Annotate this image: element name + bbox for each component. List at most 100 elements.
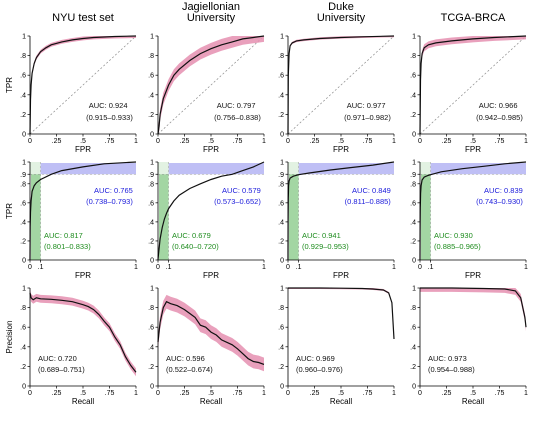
x-axis-label: Recall [72,397,94,406]
y-tick-label: .2 [410,112,416,119]
high-specificity-region [430,163,526,175]
auc-value-high-sensitivity: AUC: 0.817 [44,231,83,240]
y-tick-label: .8 [278,181,284,188]
zoom-corner-region [30,162,41,175]
y-tick-label: .8 [278,305,284,312]
x-axis-label: Recall [200,397,222,406]
x-axis-label: FPR [333,145,349,154]
auc-ci-high-specificity: (0.811–0.885) [345,197,392,206]
x-tick-label: .1 [166,264,172,271]
y-tick-label: 1 [150,286,154,293]
y-tick-label: 1 [412,286,416,293]
x-tick-label: .5 [470,138,476,145]
y-axis-label: TPR [5,203,14,219]
chance-diagonal [419,35,527,135]
auc-value: AUC: 0.797 [217,101,256,110]
y-tick-label: .6 [148,325,154,332]
y-tick-label: .6 [20,200,26,207]
y-tick-label: .2 [20,364,26,371]
x-tick-label: .1 [428,264,434,271]
x-tick-label: .75 [363,390,373,397]
auc-value: AUC: 0.973 [428,354,467,363]
x-tick-label: 0 [28,390,32,397]
chance-diagonal [29,35,137,135]
y-tick-label: .6 [278,73,284,80]
x-axis-label: FPR [203,271,219,280]
y-tick-label: .4 [278,219,284,226]
confidence-band [158,36,264,134]
y-tick-label: 1 [22,34,26,41]
auc-ci: (0.971–0.982) [344,113,391,122]
x-tick-label: 1 [392,138,396,145]
chance-diagonal [157,35,265,135]
x-tick-label: .5 [80,138,86,145]
x-tick-label: .1 [296,264,302,271]
auc-value-high-specificity: AUC: 0.765 [94,186,133,195]
high-specificity-region [168,163,264,175]
y-tick-label: .4 [410,219,416,226]
x-tick-label: 0 [28,138,32,145]
high-sensitivity-region [289,174,299,260]
y-tick-label: .6 [410,73,416,80]
x-axis-label: Recall [462,397,484,406]
x-tick-label: .75 [495,138,505,145]
panel-9: 0 .25 .5 .75 1 0 .2 .4 .6 .8 1 Recall Precision AUC: … [5,286,138,407]
zoom-corner-region [420,162,431,175]
x-tick-label: .25 [310,390,320,397]
y-tick-label: 1 [280,160,284,167]
y-tick-label: .2 [278,112,284,119]
x-tick-label: 0 [286,138,290,145]
y-tick-label: .6 [410,325,416,332]
series-line [288,287,395,340]
auc-ci-high-specificity: (0.743–0.930) [476,197,523,206]
auc-ci: (0.954–0.988) [428,365,475,374]
auc-value-high-sensitivity: AUC: 0.941 [302,231,341,240]
zoom-corner-region [288,162,299,175]
auc-ci: (0.689–0.751) [38,365,85,374]
y-axis-label: Precision [5,321,14,354]
y-tick-label: .9 [148,172,154,179]
y-tick-label: .4 [20,344,26,351]
x-tick-label: .25 [180,138,190,145]
x-axis-label: FPR [465,145,481,154]
y-tick-label: .6 [278,325,284,332]
series-line [419,35,527,135]
x-tick-label: .5 [208,390,214,397]
y-tick-label: .8 [20,181,26,188]
series-line [287,35,395,135]
x-tick-label: .25 [180,390,190,397]
panel-title: TCGA-BRCA [441,12,506,24]
auc-value: AUC: 0.720 [38,354,77,363]
y-tick-label: 0 [280,132,284,139]
panel-12: 0 .25 .5 .75 1 0 .2 .4 .6 .8 1 Recall AUC: 0.973 (0.9… [410,286,528,407]
x-axis-label: FPR [203,145,219,154]
x-axis-label: Recall [330,397,352,406]
auc-ci-high-sensitivity: (0.885–0.965) [434,242,481,251]
y-tick-label: 1 [150,160,154,167]
panel-title: Jagiellonian [182,1,240,13]
y-tick-label: 0 [280,258,284,265]
y-tick-label: 1 [280,34,284,41]
x-tick-label: .25 [310,138,320,145]
y-tick-label: .4 [20,219,26,226]
y-tick-label: .8 [20,53,26,60]
y-tick-label: .8 [410,305,416,312]
panel-8: 0 .1 1 0 .2 .4 .6 .8 .9 1 FPR AUC: 0.839 (0.743–0.93… [410,160,528,281]
high-specificity-region [40,163,136,175]
y-tick-label: 0 [22,384,26,391]
y-tick-label: .6 [20,73,26,80]
x-tick-label: 1 [524,390,528,397]
zoom-corner-region [158,162,169,175]
y-axis-label: TPR [5,77,14,93]
x-tick-label: 1 [392,264,396,271]
auc-ci: (0.960–0.976) [296,365,343,374]
x-tick-label: .25 [442,138,452,145]
x-tick-label: 1 [524,264,528,271]
confidence-band [158,294,264,372]
confidence-band [420,36,526,134]
x-tick-label: .75 [363,138,373,145]
x-tick-label: 0 [418,264,422,271]
auc-ci-high-sensitivity: (0.640–0.720) [172,242,219,251]
x-tick-label: .5 [470,390,476,397]
y-tick-label: .8 [410,53,416,60]
